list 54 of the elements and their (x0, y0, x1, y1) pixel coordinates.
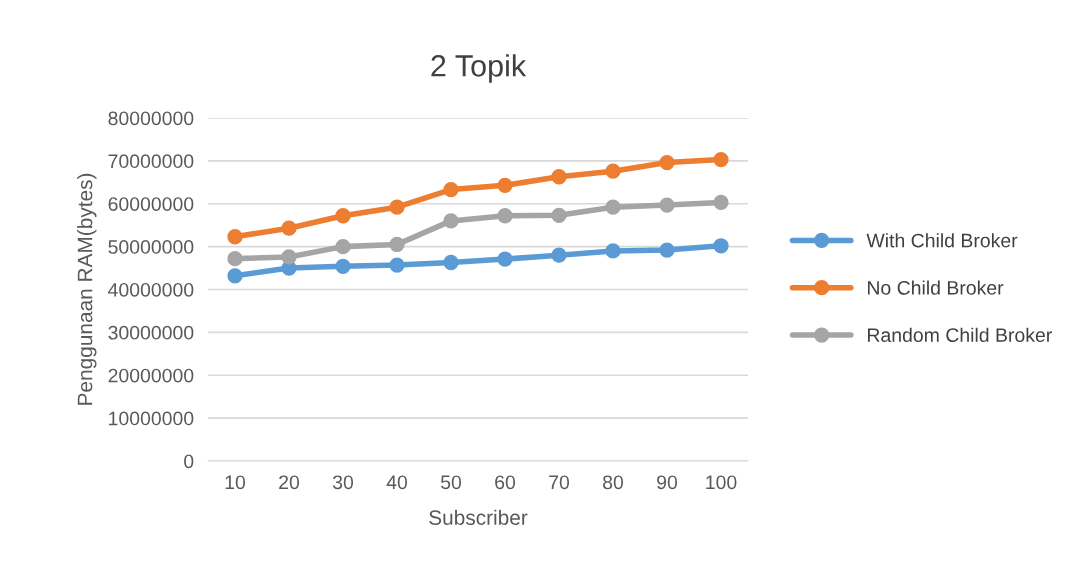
x-tick-label: 100 (706, 475, 737, 490)
point (335, 208, 351, 224)
y-tick-label: 60000000 (108, 197, 194, 211)
point (659, 154, 675, 171)
point (605, 243, 621, 259)
y-tick-label: 20000000 (108, 368, 194, 383)
point (659, 242, 675, 258)
point (227, 250, 243, 267)
point (605, 163, 621, 179)
legend-label: With Child Broker (866, 233, 1018, 248)
x-tick-label: 70 (549, 475, 570, 490)
point (443, 213, 459, 229)
x-tick-label: 30 (332, 475, 354, 490)
x-tick-label: 10 (225, 475, 246, 490)
point (281, 220, 297, 236)
x-tick-label: 80 (603, 475, 624, 490)
y-tick-label: 10000000 (109, 411, 194, 426)
point (551, 169, 567, 185)
x-tick-label: 50 (440, 475, 462, 490)
point (713, 151, 729, 168)
point (389, 199, 405, 215)
point (281, 249, 297, 265)
x-axis-title: Subscriber (429, 509, 528, 525)
point (389, 236, 405, 253)
point (605, 199, 621, 215)
point (389, 257, 405, 273)
y-axis-title: Penggunaan RAM(bytes) (77, 173, 97, 405)
point (713, 194, 729, 211)
point (497, 177, 513, 193)
point (227, 229, 243, 245)
x-tick-label: 90 (657, 475, 678, 490)
legend-label: No Child Broker (867, 280, 1004, 295)
legend-label: Random Child Broker (867, 327, 1052, 343)
x-tick-label: 40 (386, 475, 408, 490)
point (443, 181, 459, 198)
point (335, 258, 351, 274)
point (551, 247, 567, 263)
point (713, 238, 729, 254)
x-tick-label: 60 (495, 475, 516, 490)
x-tick-label: 20 (279, 475, 300, 490)
y-tick-label: 50000000 (108, 240, 194, 254)
point (335, 238, 351, 255)
y-tick-label: 30000000 (108, 325, 194, 340)
point (497, 208, 513, 224)
y-tick-label: 0 (184, 454, 194, 469)
chart-title: 2 Topik (431, 54, 527, 83)
point (659, 197, 675, 213)
point (443, 254, 459, 271)
y-tick-label: 70000000 (108, 154, 194, 169)
y-tick-label: 80000000 (108, 111, 194, 126)
point (497, 251, 513, 267)
point (551, 207, 567, 223)
y-tick-label: 40000000 (108, 282, 194, 297)
point (227, 268, 243, 284)
